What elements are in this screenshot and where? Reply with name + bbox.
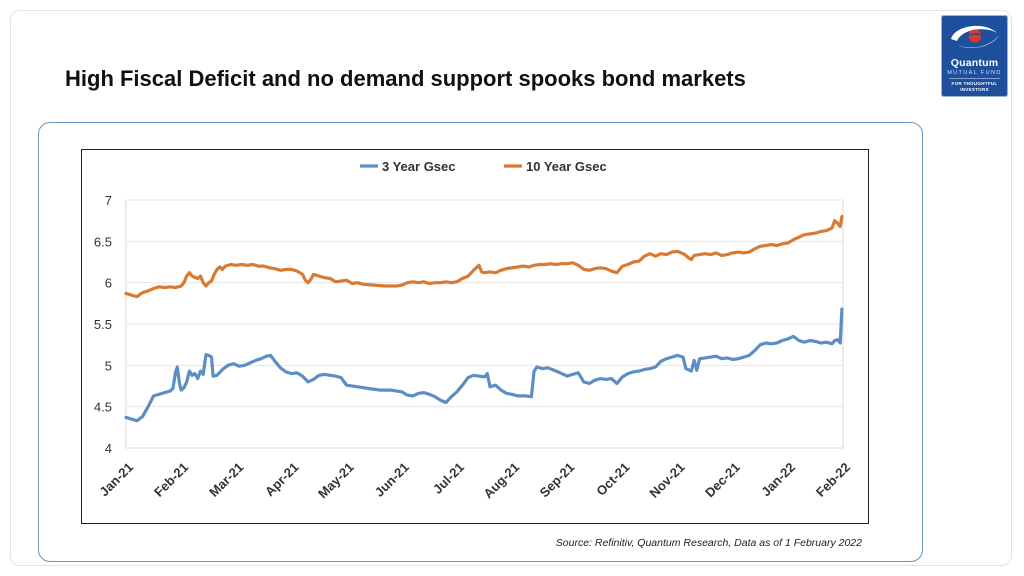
x-tick-label: Mar-21 (206, 460, 246, 500)
legend-label: 3 Year Gsec (382, 159, 456, 174)
x-tick-label: Aug-21 (480, 460, 522, 502)
logo-name: Quantum (950, 57, 999, 69)
logo-subtitle: MUTUAL FUND (947, 70, 1002, 76)
y-tick-label: 7 (105, 193, 112, 208)
x-tick-label: Jul-21 (430, 460, 467, 497)
line-chart: 4 4.5 5 5.5 6 6.5 7 Jan-21 Feb-21 Mar-21 Apr-21 May… (94, 159, 853, 502)
series-line-10y (124, 214, 844, 299)
logo-tagline-line1: FOR THOUGHTFUL (951, 81, 998, 86)
logo-divider (949, 78, 1000, 79)
x-tick-label: Feb-22 (813, 460, 853, 500)
logo-emblem-icon (951, 25, 999, 49)
logo-tagline: FOR THOUGHTFUL INVESTORS (941, 81, 1008, 92)
x-tick-label: Sep-21 (537, 460, 578, 501)
series-line-3y (124, 307, 844, 423)
y-tick-label: 5 (105, 358, 112, 373)
x-tick-label: Oct-21 (593, 460, 632, 499)
legend-label: 10 Year Gsec (526, 159, 607, 174)
y-tick-label: 4 (105, 441, 112, 456)
x-tick-label: Jun-21 (372, 460, 412, 500)
y-tick-label: 4.5 (94, 400, 112, 415)
logo-tagline-line2: INVESTORS (960, 86, 989, 92)
x-tick-label: Apr-21 (262, 460, 302, 500)
x-tick-label: Jan-22 (758, 460, 798, 500)
y-tick-label: 6.5 (94, 234, 112, 249)
source-note: Source: Refinitiv, Quantum Research, Dat… (555, 537, 862, 549)
slide-frame (10, 10, 1012, 566)
x-tick-label: Jan-21 (96, 460, 136, 500)
y-tick-label: 6 (105, 276, 112, 291)
x-tick-label: May-21 (315, 460, 357, 502)
chart-area: 4 4.5 5 5.5 6 6.5 7 Jan-21 Feb-21 Mar-21 Apr-21 May… (81, 149, 869, 524)
x-tick-label: Nov-21 (646, 460, 687, 501)
x-tick-label: Dec-21 (702, 460, 743, 501)
quantum-logo: Quantum MUTUAL FUND FOR THOUGHTFUL INVES… (941, 15, 1008, 97)
page-title: High Fiscal Deficit and no demand suppor… (65, 66, 746, 91)
x-tick-label: Feb-21 (151, 460, 191, 500)
y-tick-label: 5.5 (94, 317, 112, 332)
